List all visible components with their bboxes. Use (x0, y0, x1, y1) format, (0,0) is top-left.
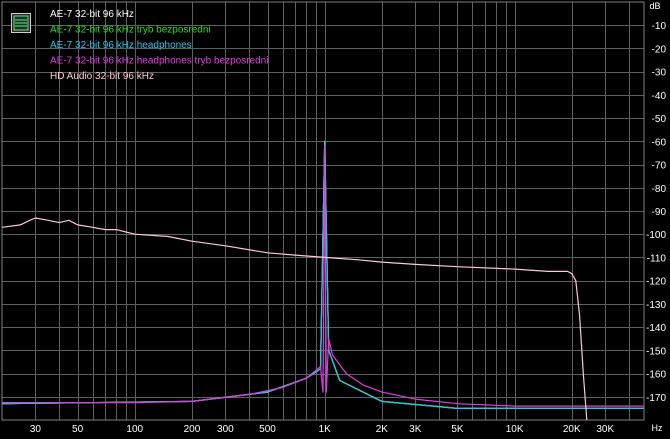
x-tick-label: 3K (409, 424, 422, 435)
x-tick-label: 20K (563, 424, 581, 435)
series-line-4 (2, 145, 644, 407)
series-lines (1, 140, 644, 421)
y-tick-label: -70 (652, 161, 667, 172)
y-tick-label: -150 (646, 346, 666, 357)
y-tick-label: -30 (652, 68, 667, 79)
y-tick-label: -50 (652, 114, 667, 125)
y-tick-label: -100 (646, 230, 666, 241)
y-axis-ticks: -10 -20 -30 -40 -50 -60 -70 -80 -90 -100 -110 -120 -… (646, 21, 666, 404)
y-tick-label: -20 (652, 44, 667, 55)
legend: AE-7 32-bit 96 kHz AE-7 32-bit 96 kHz try… (50, 9, 268, 82)
y-tick-label: -120 (646, 277, 666, 288)
x-tick-label: 10K (506, 424, 524, 435)
y-tick-label: -40 (652, 91, 667, 102)
y-tick-label: -60 (652, 137, 667, 148)
x-axis-unit: Hz (652, 423, 663, 433)
x-tick-label: 300 (217, 424, 234, 435)
legend-entry-3: AE-7 32-bit 96 kHz headphones (50, 40, 192, 51)
y-tick-label: -140 (646, 323, 666, 334)
x-tick-label: 500 (259, 424, 276, 435)
spectrum-analyzer-icon[interactable] (11, 13, 31, 33)
y-tick-label: -170 (646, 393, 666, 404)
x-tick-label: 200 (184, 424, 201, 435)
plot-frame (1, 1, 645, 421)
legend-entry-2: AE-7 32-bit 96 kHz tryb bezposredni (50, 25, 211, 36)
x-tick-label: 50 (72, 424, 84, 435)
y-tick-label: -110 (647, 253, 667, 264)
x-tick-label: 100 (126, 424, 143, 435)
x-axis-ticks: 30 50 100 200 300 500 1K 2K 3K 5K 10K 20K 30K (30, 424, 615, 435)
series-line-5 (1, 217, 588, 421)
x-tick-label: 5K (451, 424, 464, 435)
x-tick-label: 1K (319, 424, 332, 435)
x-tick-label: 2K (376, 424, 389, 435)
y-axis-unit: dB (649, 1, 660, 11)
y-tick-label: -80 (652, 184, 667, 195)
y-tick-label: -130 (646, 300, 666, 311)
y-tick-label: -10 (652, 21, 667, 32)
legend-entry-5: HD Audio 32-bit 96 kHz (50, 71, 154, 82)
legend-entry-4: AE-7 32-bit 96 kHz headphones tryb bezpo… (50, 56, 268, 67)
y-tick-label: -90 (652, 207, 667, 218)
y-tick-label: -160 (646, 370, 666, 381)
legend-entry-1: AE-7 32-bit 96 kHz (50, 9, 134, 20)
x-tick-label: 30K (596, 424, 614, 435)
x-tick-label: 30 (30, 424, 42, 435)
